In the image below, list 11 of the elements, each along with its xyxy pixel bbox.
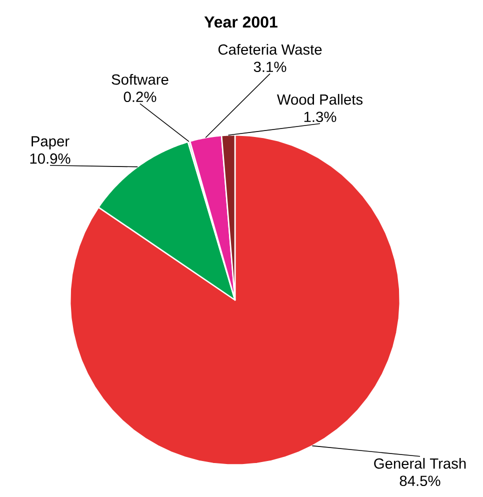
slice-label: Paper (32, 136, 70, 150)
data-label: 1.3% (304, 112, 336, 122)
slice-label: Cafeteria Waste (218, 44, 322, 55)
chart-title: Year 2001 (204, 16, 278, 28)
slice-label: Software (112, 74, 168, 85)
data-label: 10.9% (30, 153, 70, 164)
data-label: 0.2% (124, 92, 156, 102)
data-label: 84.5% (400, 476, 440, 486)
slice-label: Wood Pallets (276, 94, 363, 105)
slice-label: General Trash (374, 458, 466, 469)
data-label: 3.1% (254, 62, 286, 72)
